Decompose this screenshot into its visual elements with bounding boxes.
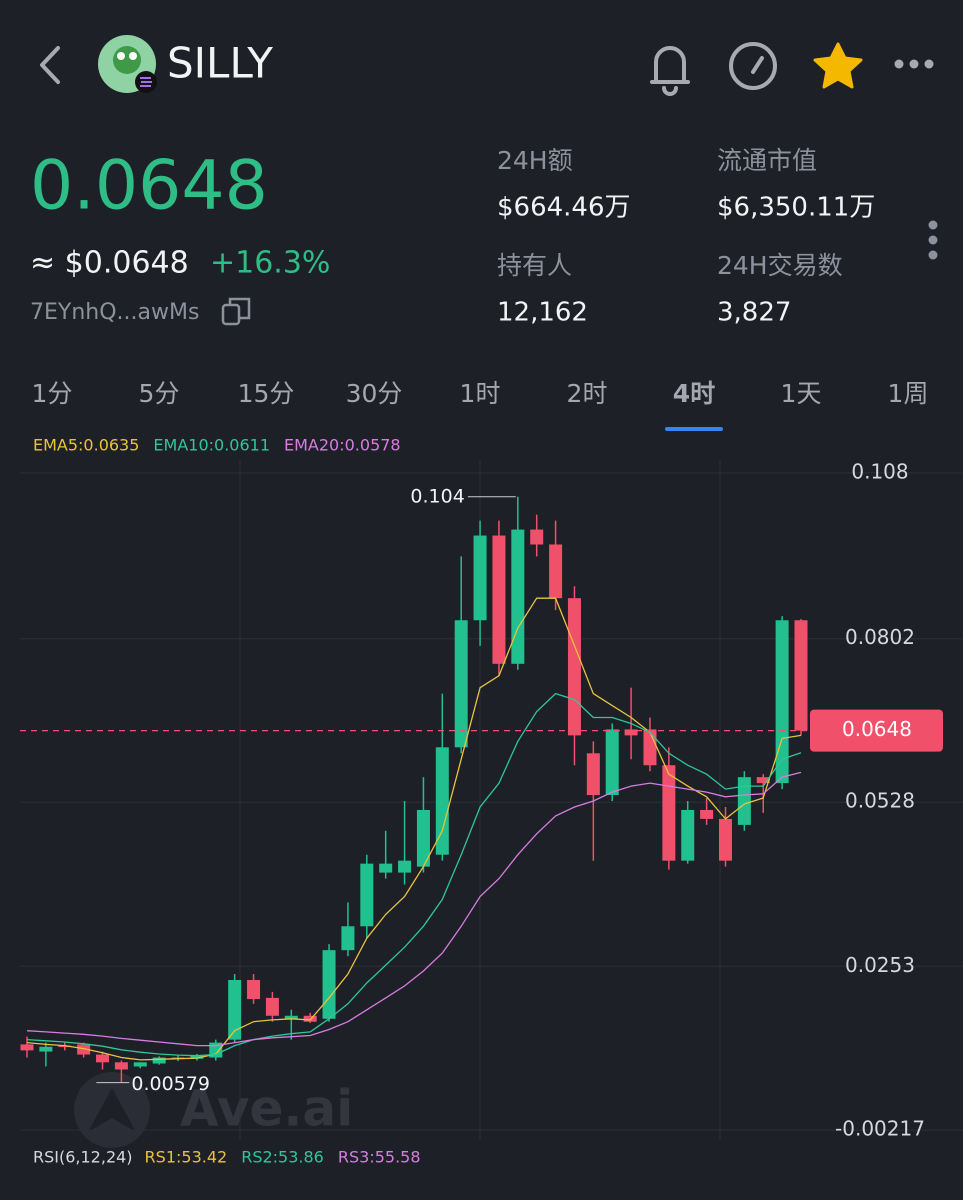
candle-body [190,1055,204,1059]
candle-body [737,777,751,825]
candle-body [718,818,732,861]
candle-body [228,979,242,1040]
chart: 1分 5分 15分 30分 1时 2时 4时 1天 1周 0.108 0.0802 0.0528 0.0… [20,379,963,1167]
candle-body [700,809,714,819]
candle-body [209,1042,223,1058]
candle-body [662,765,676,861]
candle-body [435,747,449,855]
candle-body [360,863,374,927]
candle-body [322,950,336,1019]
stat-label: 持有人 [497,251,572,280]
candle-body [114,1062,128,1070]
last-price-label: 0.0648 [842,717,912,741]
candle-body [39,1046,53,1052]
stat-label: 流通市值 [717,146,817,175]
legend-entry: EMA20:0.0578 [284,436,401,455]
candle-body [152,1057,166,1064]
stat-value: 3,827 [717,298,791,328]
candle-body [643,729,657,766]
stat-label: 24H额 [497,146,573,175]
candle-body [379,863,393,873]
timeframe-tab[interactable]: 5分 [139,379,180,408]
timeframe-tab[interactable]: 4时 [673,379,715,408]
price-change: +16.3% [210,246,330,281]
candle-body [756,777,770,784]
y-tick-label: 0.0253 [845,953,915,977]
ema-line [26,771,802,1047]
stat-value: $6,350.11万 [717,193,875,223]
contract-address: 7EYnhQ...awMs [30,300,199,325]
candle-body [530,529,544,545]
copy-button[interactable] [221,297,251,326]
watermark-text: Ave.ai [180,1080,353,1138]
ema-line [26,692,802,1057]
gauge-button[interactable] [729,42,777,90]
candle-body [77,1044,91,1055]
candle-body [567,598,581,736]
candle-body [473,535,487,621]
token-avatar [98,35,157,93]
active-tab-indicator [665,427,723,431]
y-tick-label: 0.0528 [845,789,915,813]
timeframe-tab[interactable]: 15分 [238,379,295,408]
more-button[interactable] [894,59,934,69]
candle-body [20,1044,34,1051]
timeframe-tab[interactable]: 30分 [346,379,403,408]
token-name: SILLY [167,39,273,88]
rsi-title: RSI(6,12,24) [33,1148,133,1167]
candle-body [265,997,279,1016]
candle-body [454,620,468,748]
candle-body [681,809,695,861]
stat-value: 12,162 [497,298,588,328]
candle-body [341,926,355,951]
candle-body [605,729,619,796]
candle-body [794,620,808,731]
max-label: 0.104 [410,485,464,507]
timeframe-tab[interactable]: 1天 [781,379,822,408]
candle-body [58,1045,72,1048]
timeframe-tab[interactable]: 1周 [888,379,929,408]
price-usd: ≈ $0.0648 [30,246,189,281]
candle-body [511,529,525,664]
ema-line [26,597,802,1061]
candle-body [133,1062,147,1067]
back-button[interactable] [40,46,60,84]
candle-body [96,1054,110,1063]
stat-label: 24H交易数 [717,251,843,280]
y-tick-label: 0.0802 [845,625,915,649]
legend-entry: EMA10:0.0611 [153,436,270,455]
timeframe-tab[interactable]: 1分 [32,379,73,408]
candle-body [416,809,430,867]
favorite-button[interactable] [813,42,863,89]
stats-more[interactable] [928,220,938,260]
candle-body [398,860,412,873]
alert-button[interactable] [650,46,690,96]
rsi-value: RS1:53.42 [145,1148,228,1167]
timeframe-tab[interactable]: 1时 [460,379,501,408]
timeframe-tab[interactable]: 2时 [567,379,608,408]
candle-body [492,535,506,664]
watermark: Ave.ai [74,1072,353,1148]
price: 0.0648 [30,147,268,226]
candle-body [586,753,600,796]
candle-body [247,979,261,1000]
y-tick-label: 0.108 [851,459,908,483]
candle-body [624,729,638,736]
rsi-value: RS3:55.58 [338,1148,421,1167]
candle-body [549,544,563,599]
rsi-value: RS2:53.86 [241,1148,324,1167]
y-tick-label: -0.00217 [835,1117,925,1141]
candle-body [775,620,789,784]
min-label: 0.00579 [131,1073,210,1095]
stat-value: $664.46万 [497,193,631,223]
last-price-tag [810,709,943,752]
candle-body [284,1015,298,1019]
candle-body [303,1015,317,1022]
legend-entry: EMA5:0.0635 [33,436,139,455]
